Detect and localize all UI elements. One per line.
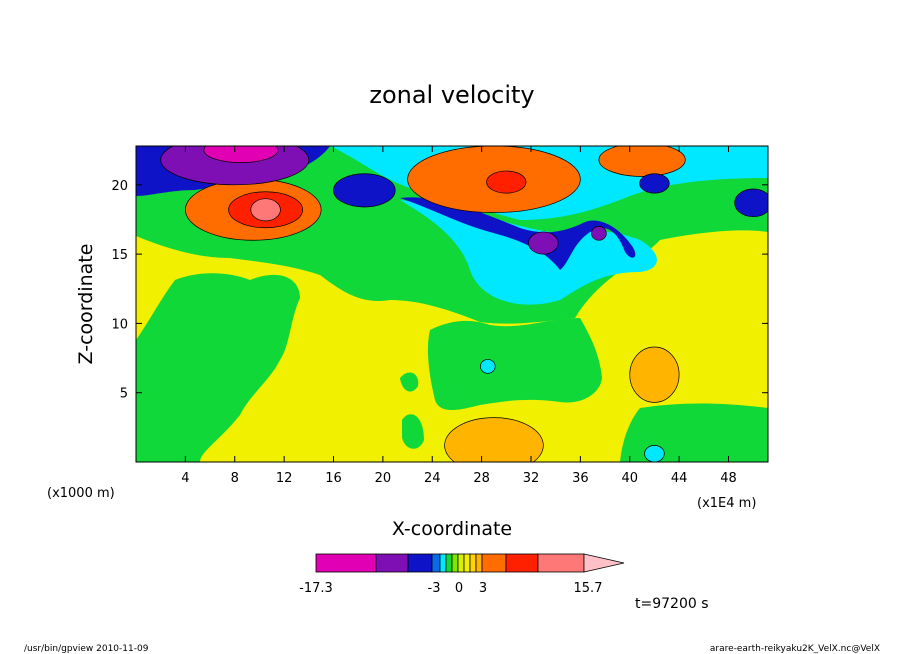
colorbar-bin-9 xyxy=(469,553,477,573)
colorbar-bin-4 xyxy=(439,553,447,573)
colorbar-bin-5 xyxy=(445,553,453,573)
colorbar-label-min: -17.3 xyxy=(299,581,333,596)
blob-layer xyxy=(160,146,768,462)
colorbar-bin-6 xyxy=(451,553,459,573)
y-axis-label: Z-coordinate xyxy=(75,244,97,365)
colorbar-bin-7 xyxy=(457,553,465,573)
colorbar-label-pos3: 3 xyxy=(479,581,487,596)
footer-right: arare-earth-reikyaku2K_VelX.nc@VelX xyxy=(710,644,880,654)
x-tick-label: 32 xyxy=(523,471,540,486)
field-green-lower-left xyxy=(136,273,300,462)
field-green-right xyxy=(620,403,768,462)
field-blob-5 xyxy=(333,173,396,208)
footer-left: /usr/bin/gpview 2010-11-09 xyxy=(24,644,149,654)
field-blue-streak xyxy=(400,197,636,270)
y-axis: 5 10 15 20 xyxy=(111,179,768,402)
field-blob-7 xyxy=(486,170,527,194)
x-tick-label: 8 xyxy=(231,471,239,486)
x-tick-label: 44 xyxy=(671,471,688,486)
field-blob-12 xyxy=(591,226,607,241)
field-green-small xyxy=(400,372,424,449)
x-tick-label: 40 xyxy=(621,471,638,486)
y-tick-label: 15 xyxy=(111,248,128,263)
colorbar-label-max: 15.7 xyxy=(574,581,603,596)
colorbar-bin-10 xyxy=(475,553,483,573)
x-tick-label: 48 xyxy=(720,471,737,486)
x-tick-label: 24 xyxy=(424,471,441,486)
field-blob-4 xyxy=(203,146,279,163)
x-tick-label: 12 xyxy=(276,471,293,486)
field-blob-9 xyxy=(639,173,670,194)
colorbar-bin-0 xyxy=(315,553,377,573)
plot-frame xyxy=(135,145,769,463)
field-blob-15 xyxy=(644,445,665,462)
colorbar-bin-8 xyxy=(463,553,471,573)
field-blob-16 xyxy=(480,359,496,374)
field-blob-2 xyxy=(250,198,281,222)
x-tick-label: 16 xyxy=(325,471,342,486)
colorbar xyxy=(315,553,625,573)
colorbar-bin-1 xyxy=(375,553,409,573)
y-unit-label: (x1000 m) xyxy=(47,486,115,501)
x-tick-label: 4 xyxy=(181,471,189,486)
colorbar-arrow xyxy=(583,553,625,573)
colorbar-bin-13 xyxy=(537,553,585,573)
colorbar-label-zero: 0 xyxy=(455,581,463,596)
colorbar-bin-11 xyxy=(481,553,507,573)
y-tick-label: 5 xyxy=(120,387,128,402)
field-blob-13 xyxy=(629,346,680,403)
colorbar-label-neg3: -3 xyxy=(428,581,441,596)
y-tick-label: 20 xyxy=(111,179,128,194)
chart-title: zonal velocity xyxy=(369,81,534,109)
plot-area xyxy=(136,146,768,462)
field-blob-10 xyxy=(734,188,768,218)
y-tick-label: 10 xyxy=(111,317,128,332)
field-blob-8 xyxy=(598,146,686,177)
x-tick-label: 28 xyxy=(473,471,490,486)
colorbar-bin-2 xyxy=(407,553,433,573)
x-axis: 4 8 12 16 20 24 28 32 36 40 44 48 xyxy=(181,146,737,486)
field-green-mid xyxy=(427,318,602,410)
time-label: t=97200 s xyxy=(635,596,709,612)
x-axis-label: X-coordinate xyxy=(392,518,512,540)
x-tick-label: 20 xyxy=(375,471,392,486)
colorbar-bin-12 xyxy=(505,553,539,573)
colorbar-bin-3 xyxy=(431,553,441,573)
x-tick-label: 36 xyxy=(572,471,589,486)
field-blob-14 xyxy=(444,417,544,462)
field-blob-11 xyxy=(528,231,559,255)
x-unit-label: (x1E4 m) xyxy=(697,496,756,511)
